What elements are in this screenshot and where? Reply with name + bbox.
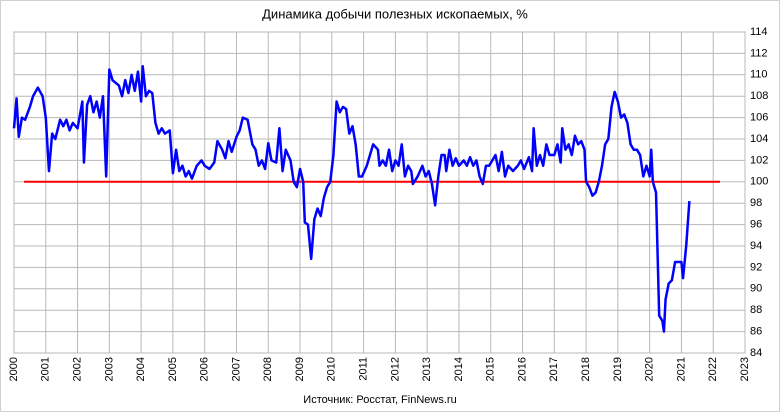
x-tick-label: 2004 (135, 357, 147, 381)
y-tick-label: 114 (750, 26, 768, 38)
x-tick-label: 2007 (230, 357, 242, 381)
x-tick-label: 2005 (167, 357, 179, 381)
x-tick-label: 2002 (71, 357, 83, 381)
x-tick-label: 2022 (707, 357, 719, 381)
data-line (12, 64, 691, 333)
x-tick-label: 2015 (485, 357, 497, 381)
y-tick-label: 96 (750, 219, 762, 231)
x-tick-label: 2012 (389, 357, 401, 381)
y-tick-label: 108 (750, 90, 768, 102)
x-tick-label: 2010 (326, 357, 338, 381)
x-tick-label: 2017 (548, 357, 560, 381)
y-tick-label: 88 (750, 304, 762, 316)
y-tick-label: 104 (750, 133, 768, 145)
x-tick-label: 2020 (644, 357, 656, 381)
y-tick-label: 98 (750, 197, 762, 209)
y-tick-label: 110 (750, 69, 768, 81)
x-tick-label: 2011 (358, 357, 370, 381)
x-tick-label: 2000 (8, 357, 20, 381)
y-tick-label: 90 (750, 283, 762, 295)
x-tick-label: 2001 (40, 357, 52, 381)
x-tick-label: 2009 (294, 357, 306, 381)
y-tick-label: 106 (750, 112, 768, 124)
y-tick-label: 100 (750, 176, 768, 188)
x-tick-label: 2018 (580, 357, 592, 381)
source: Источник: Росстат, FinNews.ru (303, 394, 456, 406)
y-tick-label: 112 (750, 47, 768, 59)
x-tick-label: 2003 (103, 357, 115, 381)
plot-area (13, 31, 746, 354)
x-tick-label: 2008 (262, 357, 274, 381)
x-tick-label: 2006 (199, 357, 211, 381)
x-tick-label: 2016 (516, 357, 528, 381)
chart-title: Динамика добычи полезных ископаемых, % (262, 6, 528, 21)
x-tick-label: 2021 (675, 357, 687, 381)
y-tick-label: 86 (750, 326, 762, 338)
x-tick-label: 2013 (421, 357, 433, 381)
y-tick-label: 94 (750, 240, 762, 252)
y-tick-label: 102 (750, 154, 768, 166)
y-tick-label: 84 (750, 347, 762, 359)
x-tick-label: 2019 (612, 357, 624, 381)
y-tick-label: 92 (750, 261, 762, 273)
x-tick-label: 2014 (453, 357, 465, 381)
x-tick-label: 2023 (739, 357, 751, 381)
